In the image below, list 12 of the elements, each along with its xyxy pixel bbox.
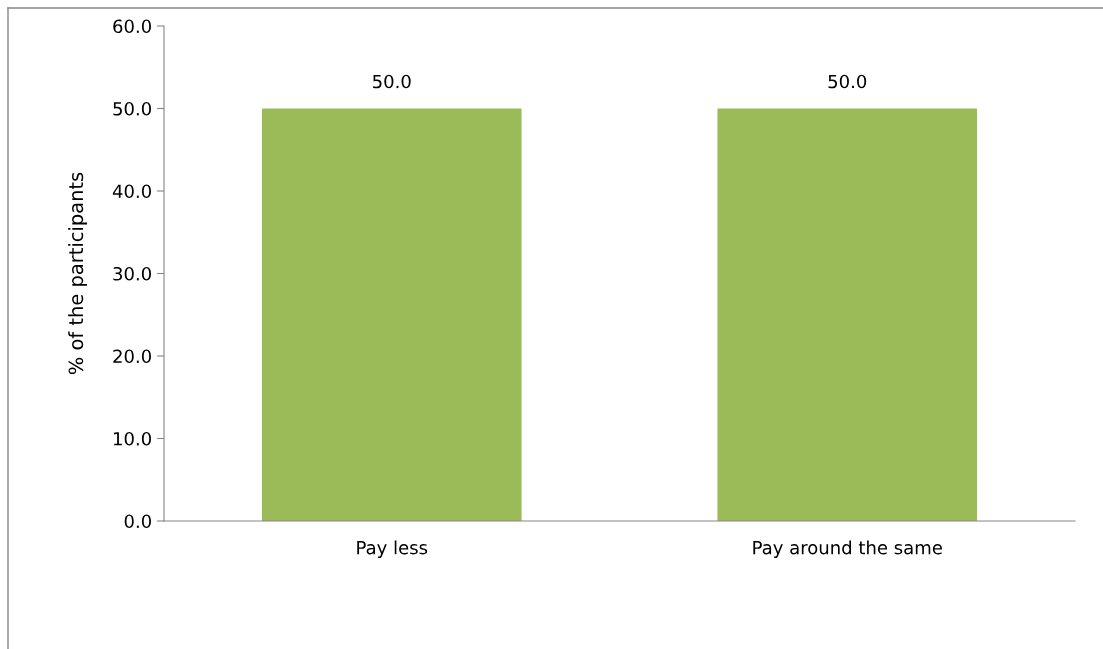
y-tick-label: 10.0 <box>113 431 151 446</box>
x-tick-label: Pay around the same <box>753 540 942 558</box>
data-label: 50.0 <box>828 74 867 89</box>
y-tick-label: 60.0 <box>113 19 151 34</box>
x-tick-label: Pay less <box>357 540 428 558</box>
data-label: 50.0 <box>373 74 411 89</box>
y-tick-label: 50.0 <box>113 101 151 116</box>
y-tick-label: 40.0 <box>112 184 151 199</box>
y-tick-label: 0.0 <box>124 514 151 529</box>
y-tick-label: 30.0 <box>113 266 151 281</box>
y-tick-label: 20.0 <box>113 349 151 364</box>
y-axis-title: % of the participants <box>68 172 87 375</box>
